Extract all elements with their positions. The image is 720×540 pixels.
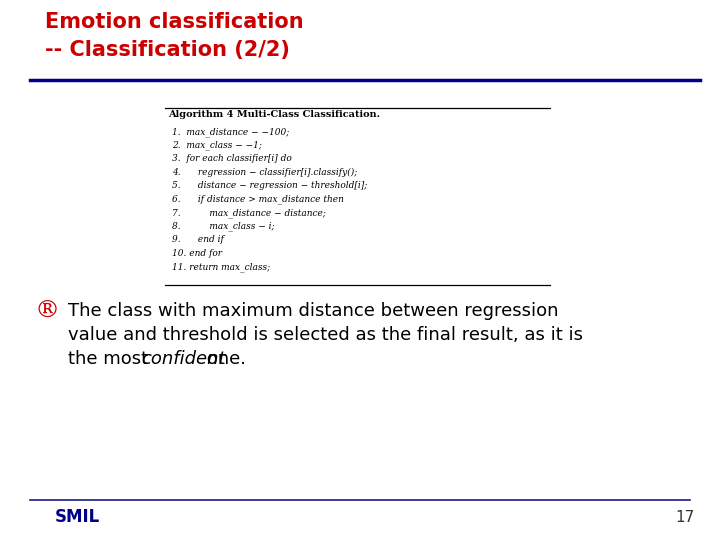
Text: 2.  max_class − −1;: 2. max_class − −1;: [172, 140, 262, 150]
Text: the most: the most: [68, 350, 154, 368]
Text: 5.      distance − regression − threshold[i];: 5. distance − regression − threshold[i];: [172, 181, 367, 190]
Text: 17: 17: [676, 510, 695, 525]
Text: 9.      end if: 9. end if: [172, 235, 224, 244]
Text: SMIL: SMIL: [55, 508, 100, 526]
Text: 1.  max_distance − −100;: 1. max_distance − −100;: [172, 127, 289, 137]
Text: 3.  for each classifier[i] do: 3. for each classifier[i] do: [172, 154, 292, 163]
Text: 6.      if distance > max_distance then: 6. if distance > max_distance then: [172, 194, 344, 204]
Text: ®: ®: [35, 300, 60, 323]
Text: 8.          max_class − i;: 8. max_class − i;: [172, 221, 274, 231]
Text: -- Classification (2/2): -- Classification (2/2): [45, 40, 290, 60]
Text: Emotion classification: Emotion classification: [45, 12, 304, 32]
Text: 7.          max_distance − distance;: 7. max_distance − distance;: [172, 208, 326, 218]
Text: one.: one.: [201, 350, 246, 368]
Text: value and threshold is selected as the final result, as it is: value and threshold is selected as the f…: [68, 326, 583, 344]
Text: 4.      regression − classifier[i].classify();: 4. regression − classifier[i].classify()…: [172, 167, 357, 177]
Text: The class with maximum distance between regression: The class with maximum distance between …: [68, 302, 559, 320]
Text: 10. end for: 10. end for: [172, 248, 222, 258]
Text: Algorithm 4 Multi-Class Classification.: Algorithm 4 Multi-Class Classification.: [168, 110, 380, 119]
Text: 11. return max_class;: 11. return max_class;: [172, 262, 270, 272]
Text: confident: confident: [141, 350, 225, 368]
